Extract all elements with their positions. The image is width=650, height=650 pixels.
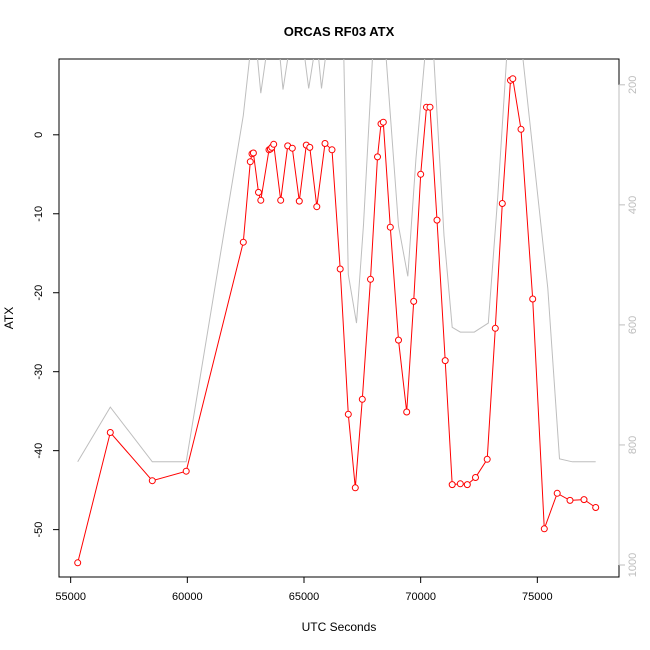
y2-tick-label: 600 <box>627 316 639 334</box>
data-point <box>386 223 394 231</box>
data-point <box>540 525 548 533</box>
data-point <box>463 481 471 489</box>
x-tick-label: 75000 <box>522 591 553 603</box>
data-point <box>313 203 321 211</box>
data-point <box>433 216 441 224</box>
series-group <box>74 59 600 567</box>
data-point <box>395 336 402 344</box>
data-point <box>106 429 114 436</box>
y-tick-label: -30 <box>33 364 45 380</box>
y2-tick-label: 400 <box>627 196 639 214</box>
data-point <box>239 238 247 246</box>
data-point <box>321 140 329 147</box>
y-tick-label: 0 <box>33 132 45 138</box>
y-axis-label: ATX <box>2 307 16 329</box>
data-point <box>529 295 537 303</box>
y2-tick-label: 800 <box>627 436 639 454</box>
data-point <box>246 158 254 166</box>
data-point <box>74 559 82 567</box>
data-point <box>410 297 418 305</box>
data-point <box>456 480 464 488</box>
data-point <box>336 265 344 273</box>
data-point <box>255 188 262 196</box>
data-point <box>472 474 479 481</box>
data-point <box>498 200 506 207</box>
data-point <box>553 489 561 497</box>
x-tick-label: 55000 <box>55 591 86 603</box>
x-axis: 55000 60000 65000 70000 75000 <box>55 576 553 603</box>
data-point <box>277 196 285 204</box>
x-tick-label: 60000 <box>172 591 203 603</box>
data-point <box>351 484 359 492</box>
y-axis: -50 -40 -30 -20 -10 0 <box>33 132 60 538</box>
data-point <box>509 75 517 83</box>
data-point <box>426 103 434 111</box>
data-point <box>374 153 381 161</box>
x-tick-label: 65000 <box>289 591 320 603</box>
data-point <box>367 275 374 283</box>
data-point <box>580 496 588 504</box>
y2-axis: 200 400 600 800 1000 <box>618 76 639 577</box>
data-point <box>441 357 449 365</box>
data-point <box>379 118 387 126</box>
x-tick-label: 70000 <box>405 591 436 603</box>
data-point <box>566 496 574 504</box>
data-point <box>182 467 190 475</box>
data-point <box>448 481 456 489</box>
data-point <box>403 408 411 416</box>
y2-tick-label: 200 <box>627 76 639 94</box>
data-point <box>306 143 314 151</box>
data-point <box>491 324 499 332</box>
series-line-left <box>77 77 596 563</box>
data-point <box>249 149 257 157</box>
x-axis-label: UTC Seconds <box>302 620 377 634</box>
series-line-right <box>77 59 596 463</box>
data-point <box>270 140 278 148</box>
data-point <box>148 477 156 485</box>
chart-title: ORCAS RF03 ATX <box>284 24 395 39</box>
data-point <box>288 144 296 152</box>
data-point <box>592 504 600 511</box>
y-tick-label: -40 <box>33 443 45 459</box>
y-tick-label: -50 <box>33 522 45 538</box>
y-tick-label: -20 <box>33 285 45 301</box>
data-point <box>483 455 491 463</box>
data-point <box>295 197 303 205</box>
data-point <box>358 395 366 403</box>
data-point <box>344 410 352 418</box>
data-point <box>417 170 425 178</box>
plot-frame <box>58 58 620 578</box>
y-tick-label: -10 <box>33 206 45 222</box>
data-point <box>328 146 336 154</box>
y2-tick-label: 1000 <box>627 553 639 577</box>
data-point <box>257 196 265 204</box>
data-point <box>517 125 525 133</box>
